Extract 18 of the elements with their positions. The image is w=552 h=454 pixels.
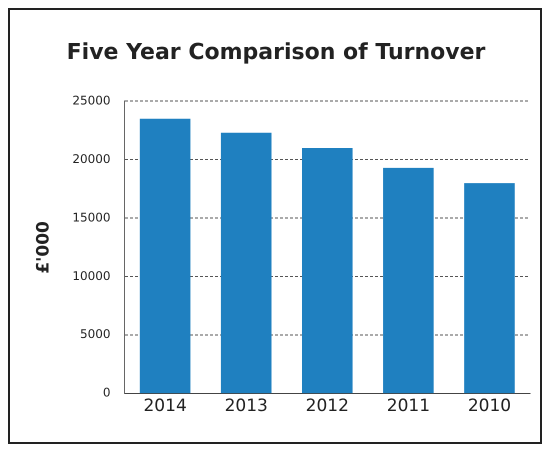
chart-title: Five Year Comparison of Turnover [66, 40, 486, 65]
bar [140, 118, 190, 394]
y-tick-label: 5000 [80, 327, 111, 342]
bar [464, 183, 515, 394]
x-tick-label: 2014 [143, 396, 187, 416]
x-tick-label: 2012 [306, 396, 349, 416]
bar [383, 168, 434, 394]
bar [220, 132, 272, 394]
y-tick-label: 15000 [72, 210, 111, 224]
x-tick-label: 2011 [386, 396, 430, 416]
x-tick-label: 2013 [224, 396, 268, 416]
y-tick-label: 25000 [72, 93, 111, 108]
y-tick-label: 0 [102, 386, 111, 400]
y-axis-title: £'000 [34, 220, 54, 274]
y-tick-label: 10000 [72, 268, 111, 283]
y-tick-label: 20000 [72, 152, 111, 166]
bar [302, 148, 353, 394]
x-tick-label: 2010 [468, 396, 512, 416]
